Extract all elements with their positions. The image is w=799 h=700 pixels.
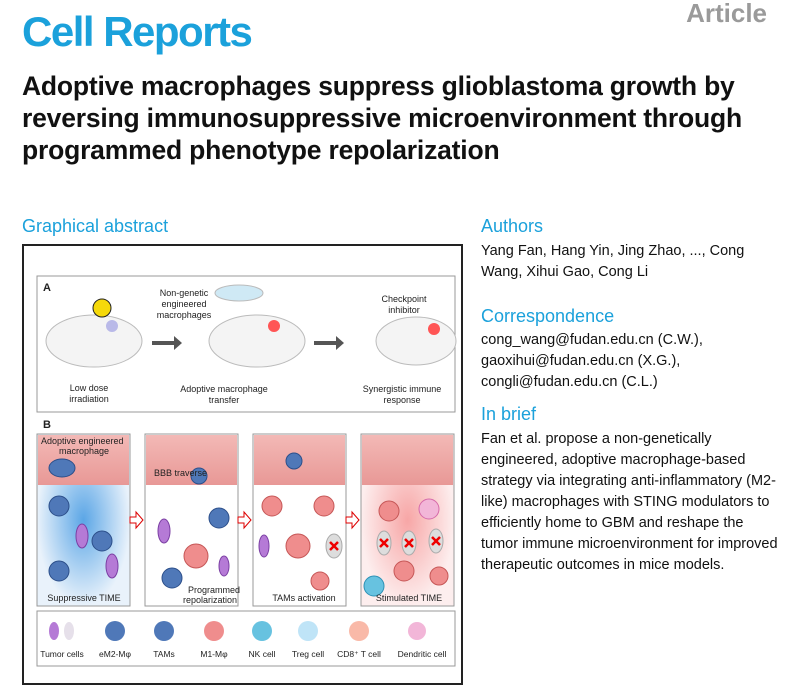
scene-repolarization: Programmed repolarization xyxy=(183,585,240,605)
scene-suppressive: Suppressive TIME xyxy=(47,593,120,603)
step-synergistic: Synergistic immune response xyxy=(363,384,442,405)
legend-tumor: Tumor cells xyxy=(40,649,84,659)
legend-em2: eM2-Mφ xyxy=(99,649,131,659)
email-wang[interactable]: cong_wang@fudan.edu.cn (C.W.), xyxy=(481,332,703,348)
authors-list: Yang Fan, Hang Yin, Jing Zhao, ..., Cong… xyxy=(481,243,745,280)
legend-tams: TAMs xyxy=(153,649,175,659)
panel-b-label: B xyxy=(43,419,51,431)
in-brief-heading: In brief xyxy=(481,404,537,424)
panel-b-scenes xyxy=(36,433,455,607)
authors-heading: Authors xyxy=(481,216,544,236)
legend-m1: M1-Mφ xyxy=(200,649,228,659)
correspondence-heading: Correspondence xyxy=(481,306,615,326)
correspondence-list: cong_wang@fudan.edu.cn (C.W.), gaoxihui@… xyxy=(481,330,703,393)
mouse-illustrations xyxy=(45,284,457,368)
in-brief-text: Fan et al. propose a non-genetically eng… xyxy=(481,431,778,573)
legend-treg: Treg cell xyxy=(292,649,324,659)
legend-dendritic: Dendritic cell xyxy=(398,649,447,659)
step-transfer: Adoptive macrophage transfer xyxy=(180,384,268,405)
annotation-bbb: BBB traverse xyxy=(154,468,207,478)
annotation-macrophages: Non-genetic engineered macrophages xyxy=(157,288,212,320)
legend-icons xyxy=(49,621,426,641)
scene-tams: TAMs activation xyxy=(272,593,335,603)
email-gao[interactable]: gaoxihui@fudan.edu.cn (X.G.), xyxy=(481,353,681,369)
annotation-adoptive: Adoptive engineered macrophage xyxy=(41,436,124,456)
panel-a-label: A xyxy=(43,282,51,294)
email-li[interactable]: congli@fudan.edu.cn (C.L.) xyxy=(481,374,658,390)
paper-title: Adoptive macrophages suppress glioblasto… xyxy=(22,71,742,165)
graphical-abstract-figure: A Low dose irradiation Adoptive macrophag… xyxy=(22,244,463,685)
legend-cd8: CD8⁺ T cell xyxy=(337,649,381,659)
article-type-label: Article xyxy=(686,0,767,28)
legend-nk: NK cell xyxy=(249,649,276,659)
annotation-checkpoint: Checkpoint inhibitor xyxy=(381,294,427,315)
graphical-abstract-heading: Graphical abstract xyxy=(22,216,169,236)
step-low-dose: Low dose irradiation xyxy=(69,383,109,404)
scene-stimulated: Stimulated TIME xyxy=(376,593,442,603)
journal-logo: Cell Reports xyxy=(22,8,253,55)
